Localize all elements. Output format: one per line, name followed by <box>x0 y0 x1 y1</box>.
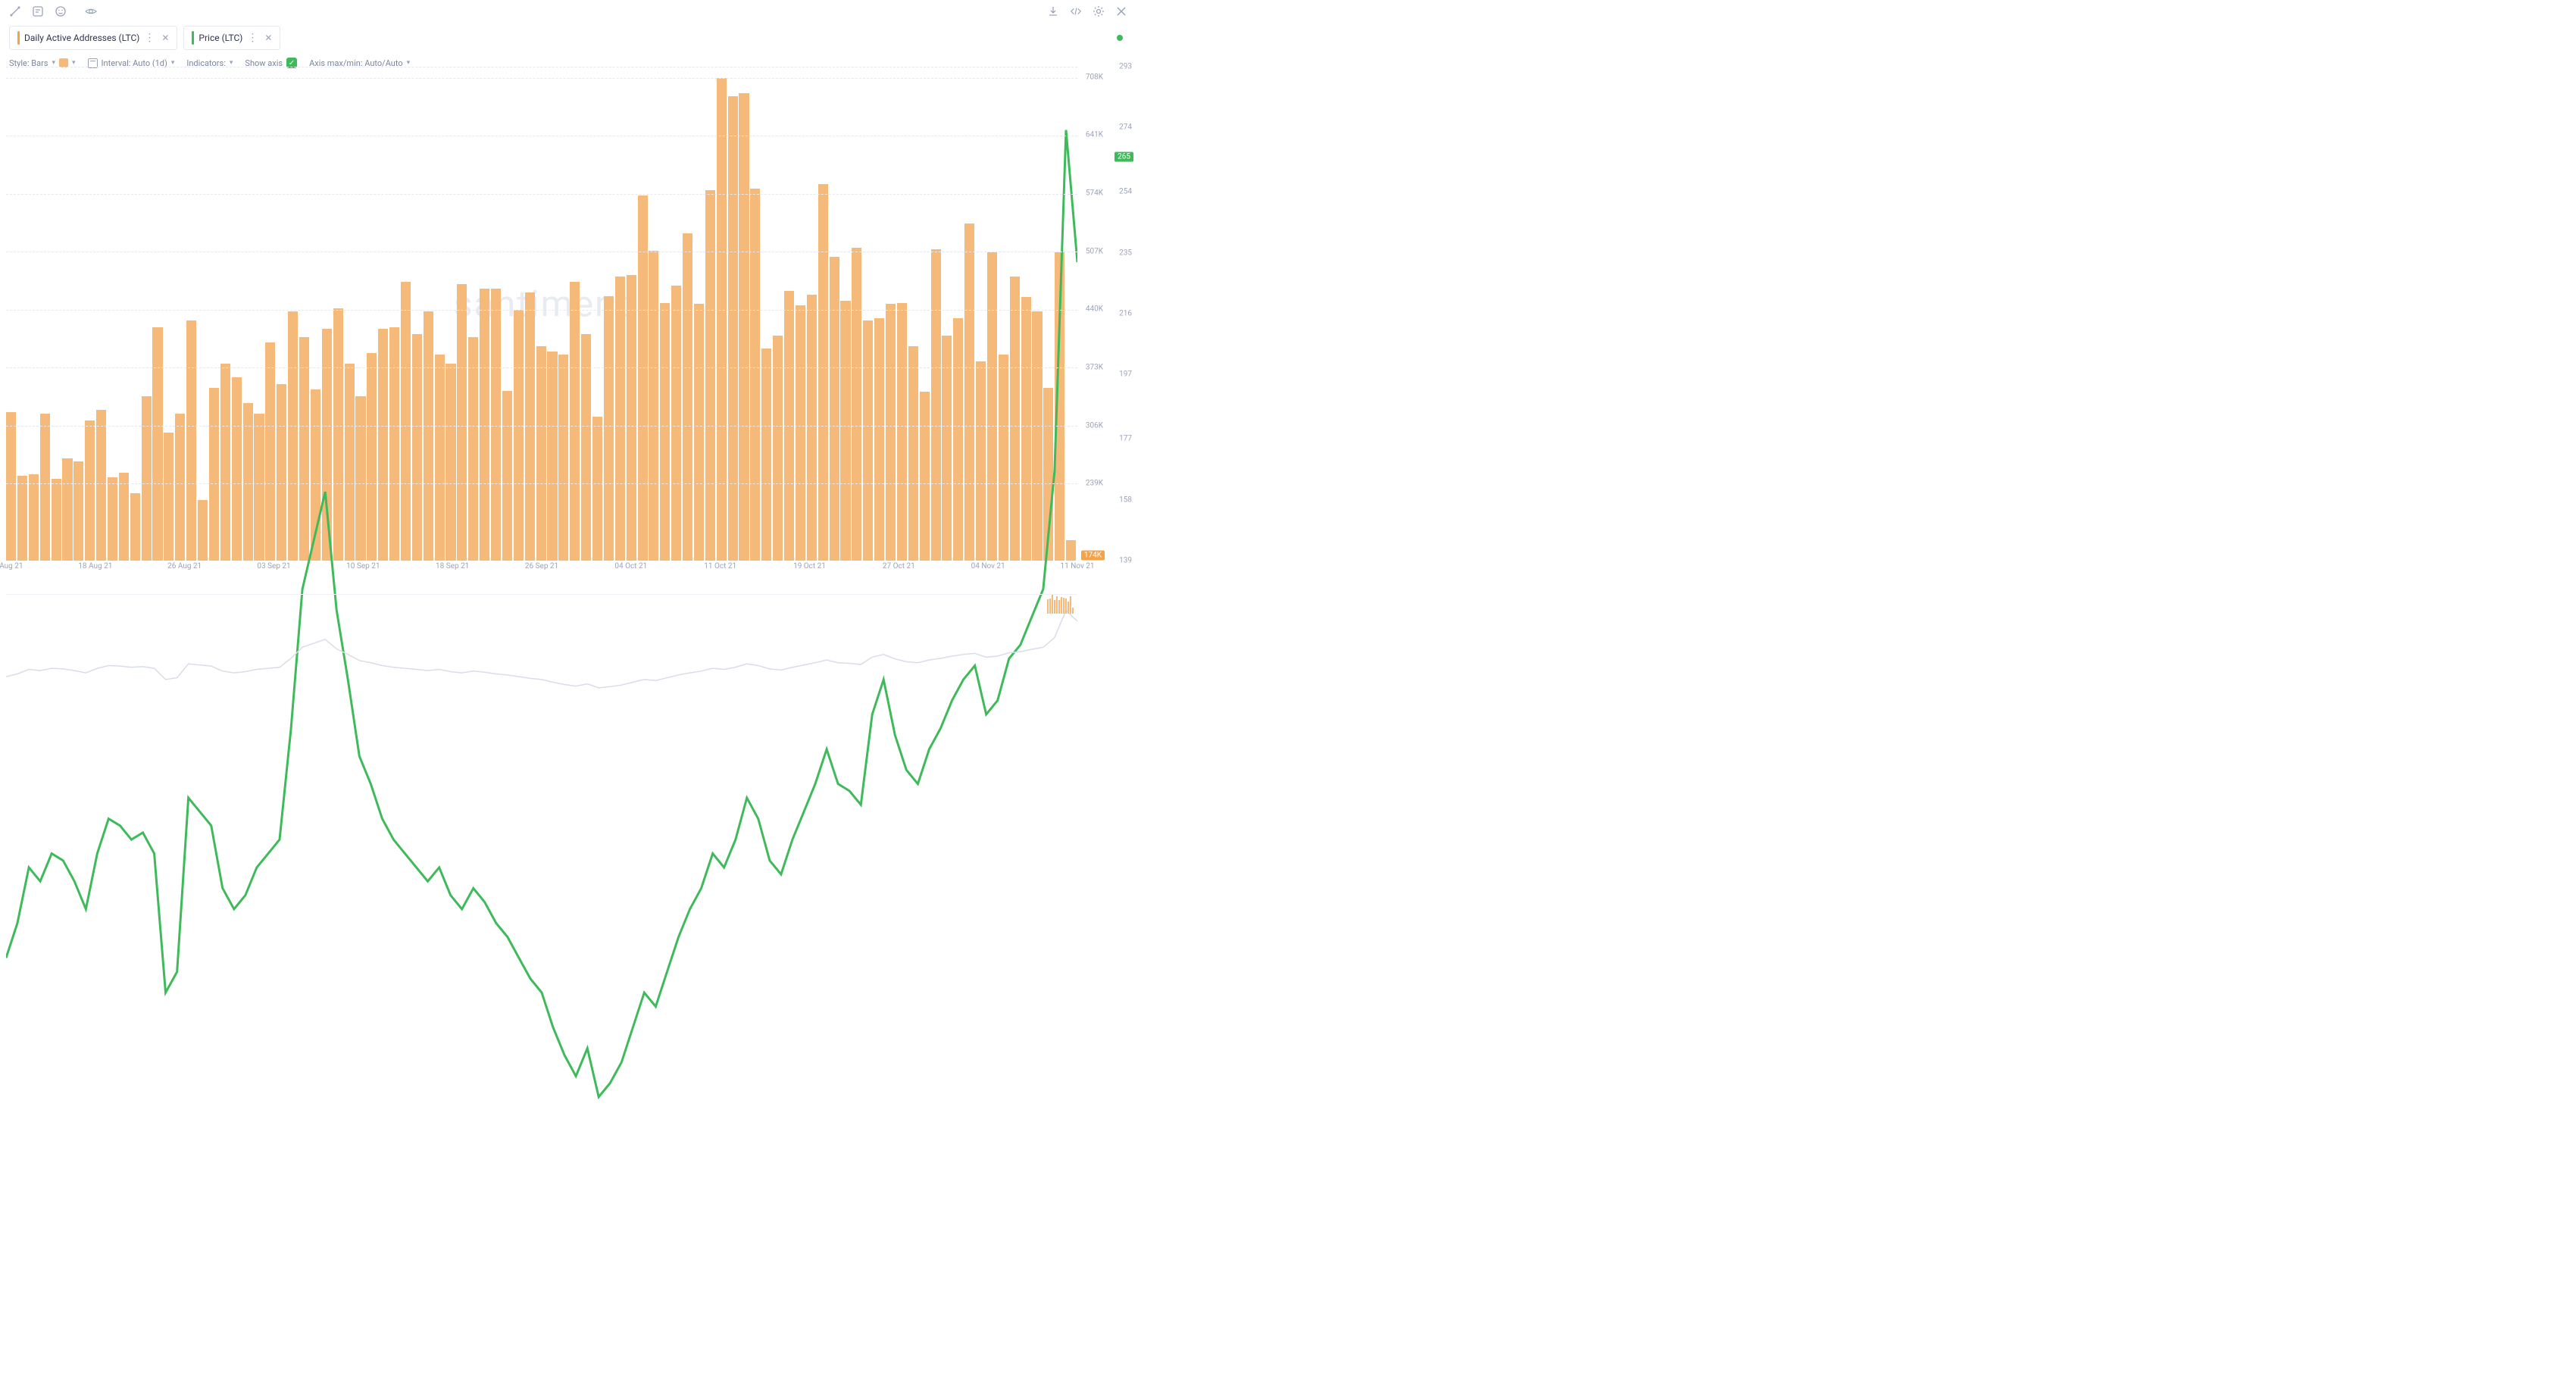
embed-icon[interactable] <box>1070 5 1082 17</box>
minimap-bar <box>1068 602 1069 614</box>
xtick: 26 Sep 21 <box>525 562 558 570</box>
chart-container: santiment 708K 641K 574K 507K 440K 373K 306K 23… <box>0 67 1136 582</box>
metric-menu-icon[interactable]: ⋮ <box>247 32 257 44</box>
note-icon[interactable] <box>32 5 44 17</box>
grid-line <box>6 426 1077 427</box>
xtick: 10 Sep 21 <box>346 562 380 570</box>
xtick: 27 Oct 21 <box>883 562 915 570</box>
minimap-bar <box>1047 599 1049 614</box>
current-badge-price: 265 <box>1114 152 1133 161</box>
xaxis: 10 Aug 2118 Aug 2126 Aug 2103 Sep 2110 S… <box>6 562 1077 574</box>
metric-tab-daa[interactable]: Daily Active Addresses (LTC) ⋮ ✕ <box>9 26 177 50</box>
toolbar-right <box>1047 5 1127 17</box>
chevron-down-icon: ▾ <box>230 59 233 67</box>
grid-line <box>6 483 1077 484</box>
xtick: 03 Sep 21 <box>257 562 290 570</box>
metric-tabs-row: Daily Active Addresses (LTC) ⋮ ✕ Price (… <box>0 23 1136 53</box>
xtick: 11 Oct 21 <box>704 562 736 570</box>
ytick-bars: 641K <box>1086 131 1103 139</box>
ytick-price: 274 <box>1119 123 1132 132</box>
yaxis-price: 293274254235216197177158139265 <box>1108 67 1133 561</box>
grid-line <box>6 367 1077 368</box>
yaxis-bars: 708K 641K 574K 507K 440K 373K 306K 239K 174K <box>1079 67 1105 561</box>
plot-area[interactable]: santiment <box>6 67 1077 561</box>
xtick: 04 Oct 21 <box>614 562 647 570</box>
metric-color-bar <box>17 31 20 45</box>
minimap-bar <box>1054 600 1055 614</box>
metric-close-icon[interactable]: ✕ <box>158 33 169 43</box>
eye-icon[interactable] <box>85 5 97 17</box>
metric-color-bar <box>192 31 194 45</box>
grid-line <box>6 194 1077 195</box>
status-dot <box>1117 35 1123 41</box>
chevron-down-icon: ▾ <box>171 59 175 67</box>
xtick: 18 Sep 21 <box>436 562 469 570</box>
minimap-bar <box>1061 597 1062 614</box>
xtick: 10 Aug 21 <box>0 562 23 570</box>
xtick: 04 Nov 21 <box>971 562 1005 570</box>
minimap[interactable] <box>6 594 1077 614</box>
ytick-bars: 507K <box>1086 247 1103 255</box>
minimap-bar <box>1056 596 1058 614</box>
xtick: 19 Oct 21 <box>793 562 826 570</box>
chevron-down-icon: ▾ <box>407 59 411 67</box>
ytick-price: 139 <box>1119 557 1132 565</box>
metric-menu-icon[interactable]: ⋮ <box>144 32 154 44</box>
chevron-down-icon: ▾ <box>72 59 76 67</box>
minimap-bar <box>1072 608 1074 614</box>
ytick-bars: 574K <box>1086 189 1103 198</box>
minimap-bars <box>1047 595 1077 614</box>
ytick-price: 197 <box>1119 370 1132 379</box>
metric-label: Daily Active Addresses (LTC) <box>24 33 139 43</box>
minimap-line <box>6 595 1077 702</box>
ytick-bars: 239K <box>1086 480 1103 488</box>
metric-close-icon[interactable]: ✕ <box>261 33 272 43</box>
minimap-bar <box>1065 599 1067 614</box>
top-toolbar <box>0 0 1136 23</box>
ytick-bars: 440K <box>1086 305 1103 314</box>
ytick-bars: 306K <box>1086 421 1103 430</box>
download-icon[interactable] <box>1047 5 1059 17</box>
close-icon[interactable] <box>1115 5 1127 17</box>
minimap-bar <box>1063 598 1064 614</box>
draw-line-icon[interactable] <box>9 5 21 17</box>
ytick-bars: 373K <box>1086 363 1103 371</box>
current-badge-bars: 174K <box>1081 551 1105 561</box>
minimap-bar <box>1070 596 1071 614</box>
xtick: 26 Aug 21 <box>167 562 202 570</box>
metric-tab-price[interactable]: Price (LTC) ⋮ ✕ <box>183 26 280 50</box>
ytick-price: 235 <box>1119 249 1132 257</box>
grid-line <box>6 310 1077 311</box>
grid-line <box>6 78 1077 79</box>
xtick: 11 Nov 21 <box>1060 562 1094 570</box>
minimap-bar <box>1052 595 1053 614</box>
emoji-icon[interactable] <box>55 5 67 17</box>
ytick-price: 158 <box>1119 495 1132 504</box>
ytick-price: 177 <box>1119 435 1132 443</box>
ytick-price: 254 <box>1119 188 1132 196</box>
ytick-price: 293 <box>1119 63 1132 71</box>
xtick: 18 Aug 21 <box>78 562 112 570</box>
ytick-price: 216 <box>1119 310 1132 318</box>
toolbar-left <box>9 5 97 17</box>
minimap-bar <box>1058 600 1060 614</box>
minimap-bar <box>1049 599 1051 614</box>
ytick-bars: 708K <box>1086 73 1103 81</box>
metric-label: Price (LTC) <box>199 33 242 43</box>
gear-icon[interactable] <box>1093 5 1105 17</box>
chevron-down-icon: ▾ <box>52 59 55 67</box>
